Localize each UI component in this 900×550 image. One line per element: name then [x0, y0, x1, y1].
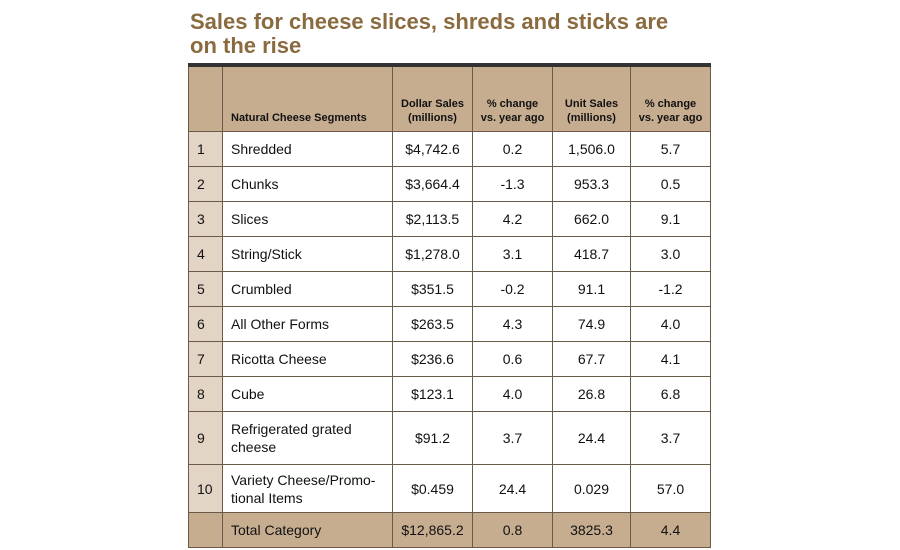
table-row: 1 Shredded $4,742.6 0.2 1,506.0 5.7 — [188, 131, 711, 167]
table-cell: 3.7 — [630, 411, 711, 465]
table-cell: $0.459 — [392, 464, 473, 513]
table-cell: 26.8 — [552, 376, 631, 412]
table-row: 8 Cube $123.1 4.0 26.8 6.8 — [188, 376, 711, 412]
table-cell: 4.2 — [472, 201, 553, 237]
table-row: 5 Crumbled $351.5 -0.2 91.1 -1.2 — [188, 271, 711, 307]
table-cell: Refrigerated grated cheese — [222, 411, 393, 465]
table-row: 9 Refrigerated grated cheese $91.2 3.7 24.4 3… — [188, 411, 711, 465]
table-cell: 74.9 — [552, 306, 631, 342]
header-cell: Natural Cheese Segments — [222, 64, 393, 132]
table-cell: 8 — [188, 376, 223, 412]
table-cell: $91.2 — [392, 411, 473, 465]
header-cell — [188, 64, 223, 132]
table-cell: 9 — [188, 411, 223, 465]
table-cell: 3825.3 — [552, 512, 631, 548]
table-cell: 10 — [188, 464, 223, 513]
table-cell: -0.2 — [472, 271, 553, 307]
table-cell: String/Stick — [222, 236, 393, 272]
table-cell: 5 — [188, 271, 223, 307]
table-cell: 67.7 — [552, 341, 631, 377]
table-cell: 3.0 — [630, 236, 711, 272]
total-row: Total Category $12,865.2 0.8 3825.3 4.4 — [188, 512, 711, 548]
table-cell: 4.3 — [472, 306, 553, 342]
table-cell: $3,664.4 — [392, 166, 473, 202]
table-cell: Shredded — [222, 131, 393, 167]
header-cell: % change vs. year ago — [630, 64, 711, 132]
table-cell: All Other Forms — [222, 306, 393, 342]
table-cell: 1,506.0 — [552, 131, 631, 167]
table-cell: 91.1 — [552, 271, 631, 307]
table-row: 6 All Other Forms $263.5 4.3 74.9 4.0 — [188, 306, 711, 342]
table-cell: Crumbled — [222, 271, 393, 307]
table-cell: 1 — [188, 131, 223, 167]
table-row: 2 Chunks $3,664.4 -1.3 953.3 0.5 — [188, 166, 711, 202]
table-cell: 953.3 — [552, 166, 631, 202]
table-cell: 6 — [188, 306, 223, 342]
table-row: 10 Variety Cheese/Promo-tional Items $0.45… — [188, 464, 711, 513]
table-cell: 4.0 — [630, 306, 711, 342]
table-cell: Ricotta Cheese — [222, 341, 393, 377]
table-cell: 0.6 — [472, 341, 553, 377]
table-cell: $2,113.5 — [392, 201, 473, 237]
table-cell: $236.6 — [392, 341, 473, 377]
table-cell: 6.8 — [630, 376, 711, 412]
header-row: Natural Cheese Segments Dollar Sales (mil… — [188, 64, 711, 132]
table-row: 3 Slices $2,113.5 4.2 662.0 9.1 — [188, 201, 711, 237]
table-cell: 0.8 — [472, 512, 553, 548]
header-cell: % change vs. year ago — [472, 64, 553, 132]
table-row: 7 Ricotta Cheese $236.6 0.6 67.7 4.1 — [188, 341, 711, 377]
table-cell: -1.3 — [472, 166, 553, 202]
table-cell: -1.2 — [630, 271, 711, 307]
table-cell: 0.029 — [552, 464, 631, 513]
table-cell: 662.0 — [552, 201, 631, 237]
table-cell: 9.1 — [630, 201, 711, 237]
header-cell: Unit Sales (millions) — [552, 64, 631, 132]
table-cell: $1,278.0 — [392, 236, 473, 272]
table-cell: 3.1 — [472, 236, 553, 272]
table-cell: 24.4 — [552, 411, 631, 465]
table-cell: 24.4 — [472, 464, 553, 513]
table-cell: 4.4 — [630, 512, 711, 548]
table-cell: Chunks — [222, 166, 393, 202]
table-body: 1 Shredded $4,742.6 0.2 1,506.0 5.7 2 Chunks $3,… — [188, 131, 711, 548]
header-cell: Dollar Sales (millions) — [392, 64, 473, 132]
table-cell: 7 — [188, 341, 223, 377]
table-cell: 5.7 — [630, 131, 711, 167]
table-cell: 57.0 — [630, 464, 711, 513]
table-cell: 418.7 — [552, 236, 631, 272]
title: Sales for cheese slices, shreds and stic… — [190, 9, 669, 58]
table-cell: 3 — [188, 201, 223, 237]
table-cell: 4.1 — [630, 341, 711, 377]
table-cell: $12,865.2 — [392, 512, 473, 548]
sales-table: Natural Cheese Segments Dollar Sales (mil… — [188, 63, 711, 548]
table-cell: 2 — [188, 166, 223, 202]
table-cell: Cube — [222, 376, 393, 412]
table-cell: Total Category — [222, 512, 393, 548]
table-row: 4 String/Stick $1,278.0 3.1 418.7 3.0 — [188, 236, 711, 272]
table-cell: 4.0 — [472, 376, 553, 412]
table-cell: Variety Cheese/Promo-tional Items — [222, 464, 393, 513]
table-cell: Slices — [222, 201, 393, 237]
table-cell: 0.2 — [472, 131, 553, 167]
table-cell: $351.5 — [392, 271, 473, 307]
table-cell — [188, 512, 223, 548]
table-cell: $123.1 — [392, 376, 473, 412]
table-cell: $4,742.6 — [392, 131, 473, 167]
table-cell: $263.5 — [392, 306, 473, 342]
table-cell: 3.7 — [472, 411, 553, 465]
table-cell: 0.5 — [630, 166, 711, 202]
table-cell: 4 — [188, 236, 223, 272]
